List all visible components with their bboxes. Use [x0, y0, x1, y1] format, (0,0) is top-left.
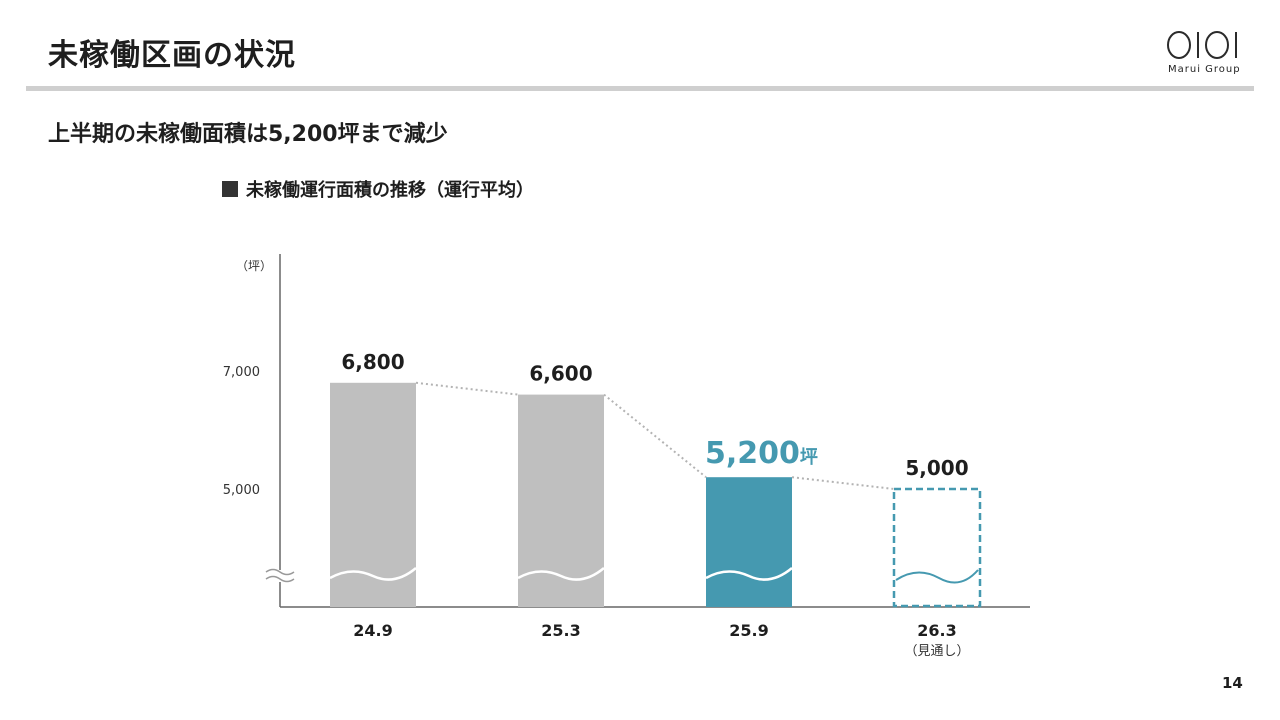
data-label: 6,600 [529, 362, 592, 386]
y-tick-label: 5,000 [223, 483, 260, 498]
x-tick-label: 26.3 [917, 621, 956, 640]
title-divider [26, 86, 1254, 91]
bar-26.3-forecast [892, 487, 982, 608]
bar-break-wave [517, 567, 605, 581]
connector-line [415, 381, 519, 396]
y-tick-label: 7,000 [223, 365, 260, 380]
bar-25.9 [706, 477, 792, 607]
data-label-value: 5,200 [705, 436, 800, 471]
bar-break-wave [705, 567, 793, 581]
x-tick-label: 24.9 [353, 621, 392, 640]
axis-break-mark [265, 568, 295, 576]
chart-caption-text: 未稼働運行面積の推移（運行平均） [246, 180, 534, 201]
logo-text: Marui Group [1168, 64, 1241, 75]
x-tick-label: 25.3 [541, 621, 580, 640]
y-axis-unit-label: （坪） [236, 259, 272, 273]
data-label: 5,000 [905, 456, 968, 480]
x-tick-note: （見通し） [904, 644, 969, 659]
slide-subtitle: 上半期の未稼働面積は5,200坪まで減少 [48, 122, 448, 147]
chart-caption: 未稼働運行面積の推移（運行平均） [222, 176, 534, 202]
connector-line [791, 476, 895, 490]
page-number: 14 [1222, 674, 1243, 692]
marui-group-logo [1167, 31, 1237, 59]
axis-break-mark [265, 575, 295, 583]
connector-line [603, 393, 707, 478]
bar-24.9 [330, 382, 416, 607]
x-tick-label: 25.9 [729, 621, 768, 640]
data-label-highlight: 5,200坪 [705, 436, 818, 471]
bar-break-wave [329, 567, 417, 581]
data-label: 6,800 [341, 350, 404, 374]
bar-break-wave [895, 569, 979, 584]
caption-square-icon [222, 181, 238, 197]
page-title: 未稼働区画の状況 [48, 38, 296, 73]
data-label-unit: 坪 [800, 447, 818, 468]
axis-break-mask [264, 570, 296, 582]
